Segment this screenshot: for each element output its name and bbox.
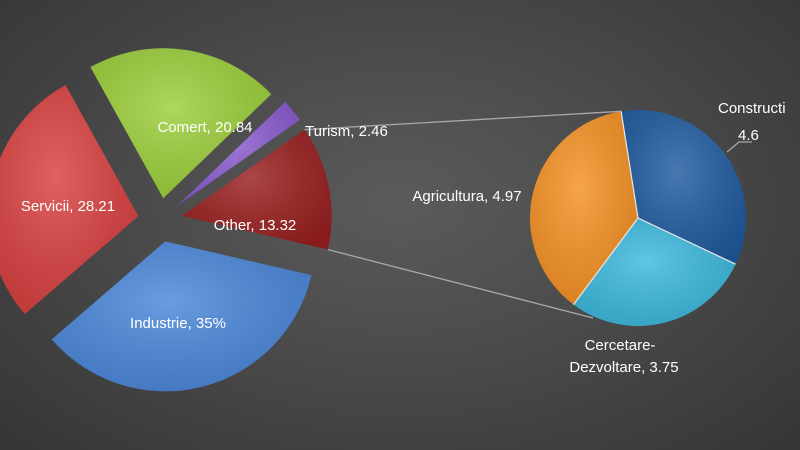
slice-separator xyxy=(620,111,639,219)
label-turism: Turism, 2.46 xyxy=(305,123,388,140)
leader-line-constructii xyxy=(726,141,752,153)
slice-separator xyxy=(637,217,736,265)
secondary-pie xyxy=(529,110,746,327)
slice-servicii-shading xyxy=(0,85,139,315)
label-servicii: Servicii, 28.21 xyxy=(21,198,115,215)
connector-lines xyxy=(304,110,622,319)
slice-other-shading xyxy=(181,129,332,250)
slice-comert-shading xyxy=(90,48,272,199)
data-labels: Industrie, 35% Servicii, 28.21 Comert, 20.… xyxy=(21,100,786,376)
slice-turism-shading xyxy=(176,102,300,207)
label-cercetare-dezvoltare-line2: Dezvoltare, 3.75 xyxy=(569,359,678,376)
slice-industrie-shading xyxy=(51,241,312,392)
connector-line-top xyxy=(304,110,622,131)
label-industrie: Industrie, 35% xyxy=(130,315,226,332)
label-comert: Comert, 20.84 xyxy=(157,119,252,136)
slice-separator xyxy=(573,217,639,305)
slice-agricultura-shading xyxy=(529,111,638,305)
slice-cercetare-dezvoltare-shading xyxy=(573,218,736,327)
label-cercetare-dezvoltare: Cercetare- xyxy=(585,337,656,354)
slice-constructii-shading xyxy=(621,110,746,265)
label-constructii: Constructi xyxy=(718,100,786,117)
label-other: Other, 13.32 xyxy=(214,217,297,234)
label-constructii-line2: 4.6 xyxy=(738,127,759,144)
main-pie xyxy=(0,48,332,392)
connector-line-bottom xyxy=(327,248,594,319)
label-agricultura: Agricultura, 4.97 xyxy=(412,188,521,205)
